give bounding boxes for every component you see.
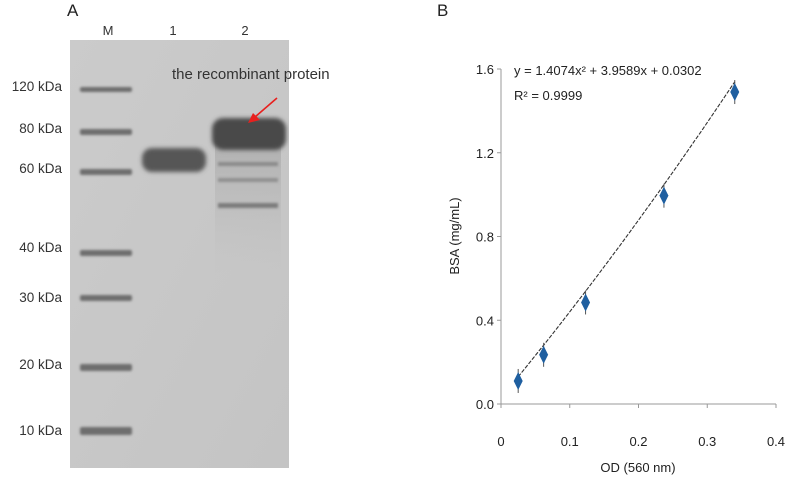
panel-a-label: A <box>67 1 79 20</box>
lane-2-minor-band-2 <box>218 178 278 182</box>
y-tick-label: 0.4 <box>476 313 494 328</box>
data-point-marker <box>730 83 740 102</box>
lane-1-bands <box>142 148 206 172</box>
panel-b-label: B <box>437 1 449 20</box>
marker-label-80kda: 80 kDa <box>19 121 62 136</box>
fit-r-squared: R² = 0.9999 <box>514 88 582 103</box>
marker-label-40kda: 40 kDa <box>19 240 62 255</box>
lane-label-2: 2 <box>241 23 249 38</box>
marker-label-60kda: 60 kDa <box>19 161 62 176</box>
marker-band-20kda <box>80 364 132 371</box>
y-axis-title: BSA (mg/mL) <box>447 197 462 274</box>
lane-2-minor-band-3 <box>218 203 278 208</box>
marker-label-20kda: 20 kDa <box>19 357 62 372</box>
data-points <box>513 80 740 393</box>
marker-band-120kda <box>80 87 132 92</box>
lane-2-bands <box>212 118 286 275</box>
y-tick-label: 0.0 <box>476 397 494 412</box>
annotation-arrow <box>248 97 278 123</box>
sds-page-gel <box>70 40 289 468</box>
fit-curve-path <box>517 81 736 378</box>
lane-2-minor-band-1 <box>218 162 278 166</box>
data-point-marker <box>659 186 669 205</box>
marker-band-10kda <box>80 427 132 435</box>
marker-band-40kda <box>80 250 132 256</box>
marker-label-30kda: 30 kDa <box>19 290 62 305</box>
fit-equation: y = 1.4074x² + 3.9589x + 0.0302 <box>514 63 702 78</box>
lane-1-main-band <box>142 148 206 172</box>
lane-2-main-band <box>212 118 286 150</box>
data-point-marker <box>513 371 523 390</box>
marker-label-10kda: 10 kDa <box>19 423 62 438</box>
marker-label-120kda: 120 kDa <box>11 79 62 94</box>
y-tick-label: 1.6 <box>476 62 494 77</box>
x-tick-label: 0.3 <box>698 434 716 449</box>
marker-bands <box>80 87 132 435</box>
marker-band-30kda <box>80 295 132 301</box>
x-tick-label: 0.4 <box>767 434 785 449</box>
marker-band-60kda <box>80 169 132 175</box>
x-axis-ticks: 0 0.1 0.2 0.3 0.4 <box>497 404 785 449</box>
recombinant-protein-annotation: the recombinant protein <box>172 66 330 83</box>
marker-band-80kda <box>80 129 132 135</box>
data-point-marker <box>581 293 591 312</box>
lane-label-marker: M <box>102 23 114 38</box>
x-axis-title: OD (560 nm) <box>600 460 675 475</box>
y-tick-label: 1.2 <box>476 146 494 161</box>
y-axis-ticks: 0.0 0.4 0.8 1.2 1.6 <box>476 62 501 412</box>
fit-curve <box>517 81 736 378</box>
x-tick-label: 0 <box>497 434 504 449</box>
data-point-marker <box>539 345 549 364</box>
x-tick-label: 0.1 <box>561 434 579 449</box>
y-tick-label: 0.8 <box>476 230 494 245</box>
lane-label-1: 1 <box>169 23 177 38</box>
x-tick-label: 0.2 <box>629 434 647 449</box>
